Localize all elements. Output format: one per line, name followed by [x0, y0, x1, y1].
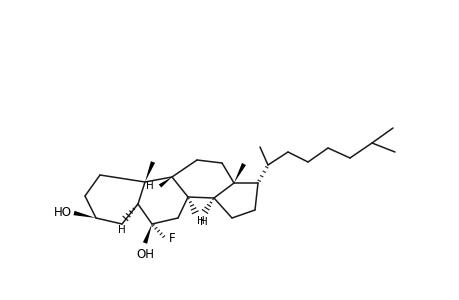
Polygon shape — [73, 211, 96, 218]
Polygon shape — [234, 163, 246, 183]
Polygon shape — [145, 161, 155, 182]
Text: H: H — [197, 216, 204, 226]
Text: H: H — [200, 217, 207, 227]
Polygon shape — [143, 224, 151, 244]
Text: H: H — [118, 225, 126, 235]
Text: OH: OH — [136, 248, 154, 261]
Text: H: H — [146, 181, 154, 191]
Text: F: F — [168, 232, 175, 244]
Polygon shape — [158, 177, 172, 188]
Text: HO: HO — [54, 206, 72, 220]
